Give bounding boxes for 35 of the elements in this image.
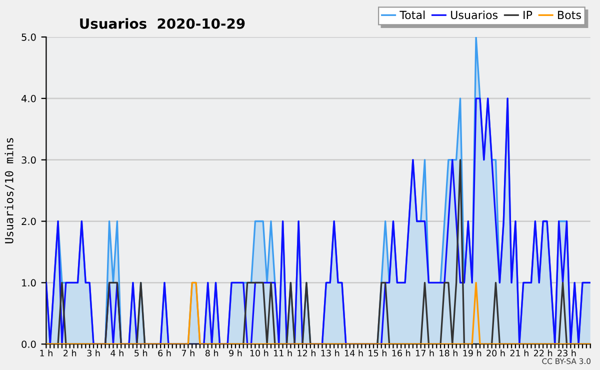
y-tick-label: 3.0 — [22, 156, 36, 164]
legend-label: Total — [400, 10, 425, 20]
y-tick-label: 1.0 — [22, 279, 36, 287]
y-axis-title: Usuarios/10 mins — [4, 138, 14, 244]
legend-label: IP — [524, 10, 532, 20]
y-tick-label: 0.0 — [22, 340, 36, 348]
x-tick-label: 12 h — [298, 350, 316, 356]
x-tick-label: 23 h — [558, 350, 576, 356]
x-tick-label: 6 h — [158, 350, 171, 356]
x-tick-label: 20 h — [486, 350, 505, 356]
x-tick-label: 8 h — [205, 350, 218, 356]
y-tick-label: 2.0 — [22, 218, 36, 226]
x-tick-label: 10 h — [250, 350, 268, 356]
y-tick-label: 4.0 — [21, 94, 36, 102]
x-tick-label: 21 h — [510, 350, 528, 356]
legend-label: Usuarios — [451, 10, 498, 20]
x-tick-label: 18 h — [440, 350, 458, 356]
x-tick-label: 7 h — [182, 350, 194, 356]
x-tick-label: 16 h — [392, 350, 410, 356]
x-tick-label: 19 h — [463, 350, 482, 356]
x-tick-label: 11 h — [274, 350, 292, 356]
x-tick-label: 3 h — [87, 350, 100, 356]
y-tick-label: 5.0 — [22, 33, 36, 41]
x-tick-label: 17 h — [416, 350, 434, 356]
x-tick-label: 2 h — [64, 350, 76, 356]
chart-title: Usuarios 2020-10-29 — [80, 18, 245, 29]
x-tick-label: 14 h — [345, 350, 363, 356]
x-tick-label: 5 h — [134, 350, 148, 356]
x-tick-label: 13 h — [321, 350, 340, 356]
x-tick-label: 1 h — [40, 350, 52, 356]
x-tick-label: 9 h — [229, 350, 242, 356]
x-tick-label: 15 h — [368, 350, 386, 356]
x-tick-label: 4 h — [110, 350, 124, 356]
x-tick-label: 22 h — [534, 350, 552, 356]
legend-label: Bots — [558, 10, 581, 20]
